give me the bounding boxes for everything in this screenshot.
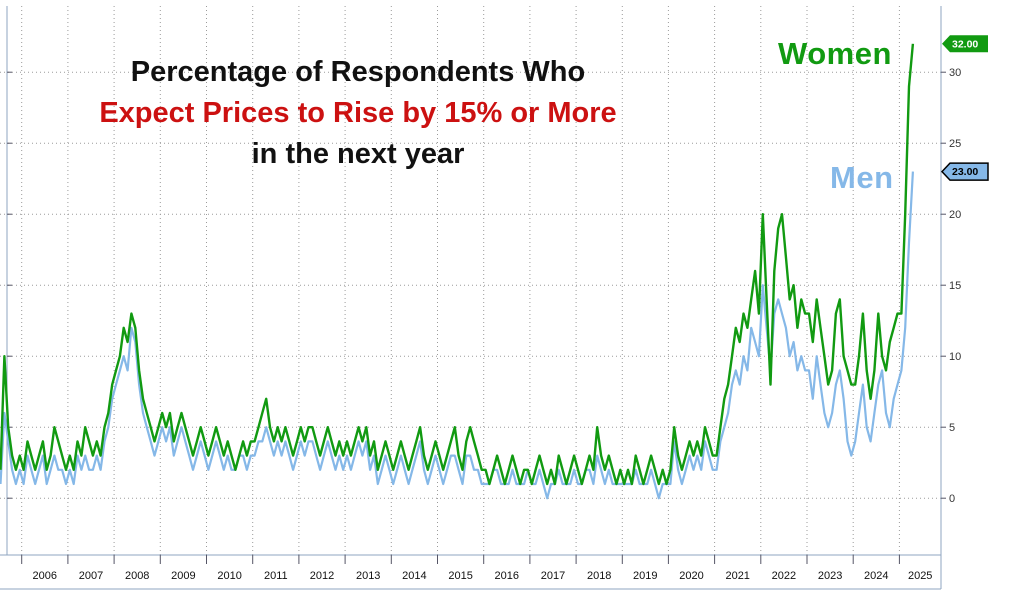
x-tick-label: 2010 [217,570,241,582]
y-tick-label: 25 [949,138,961,150]
chart-title-line3: in the next year [251,138,465,170]
women-value-tag: 32.00 [942,35,988,53]
x-tick-label: 2023 [818,570,842,582]
chart-title: Percentage of Respondents Who Expect Pri… [28,52,688,175]
svg-text:32.00: 32.00 [952,38,978,50]
men-value-tag: 23.00 [940,162,989,181]
y-tick-label: 10 [949,351,961,363]
y-tick-label: 5 [949,422,955,434]
x-tick-label: 2025 [908,570,932,582]
y-tick-label: 15 [949,280,961,292]
x-tick-label: 2018 [587,570,611,582]
x-tick-label: 2019 [633,570,657,582]
y-tick-label: 20 [949,209,961,221]
y-tick-label: 30 [949,67,961,79]
x-tick-label: 2009 [171,570,195,582]
x-tick-label: 2011 [264,570,288,582]
x-tick-label: 2014 [402,570,426,582]
svg-text:23.00: 23.00 [952,166,978,178]
x-tick-label: 2017 [541,570,565,582]
x-tick-label: 2013 [356,570,380,582]
x-tick-label: 2016 [495,570,519,582]
men-line [0,171,914,500]
x-tick-label: 2007 [79,570,103,582]
series-label-women: Women [778,36,892,71]
chart-title-line1: Percentage of Respondents Who [130,56,586,88]
chart-title-line2: Expect Prices to Rise by 15% or More [99,97,617,129]
x-tick-label: 2022 [772,570,796,582]
y-tick-label: 0 [949,493,955,505]
axis-frame [0,6,942,590]
x-tick-label: 2020 [679,570,703,582]
gridlines [0,6,941,555]
x-tick-label: 2012 [310,570,334,582]
x-tick-label: 2015 [448,570,472,582]
x-tick-label: 2024 [864,570,888,582]
x-tick-label: 2006 [33,570,57,582]
x-tick-label: 2008 [125,570,149,582]
women-line [0,43,915,486]
series-label-men: Men [830,160,894,195]
x-tick-label: 2021 [725,570,749,582]
